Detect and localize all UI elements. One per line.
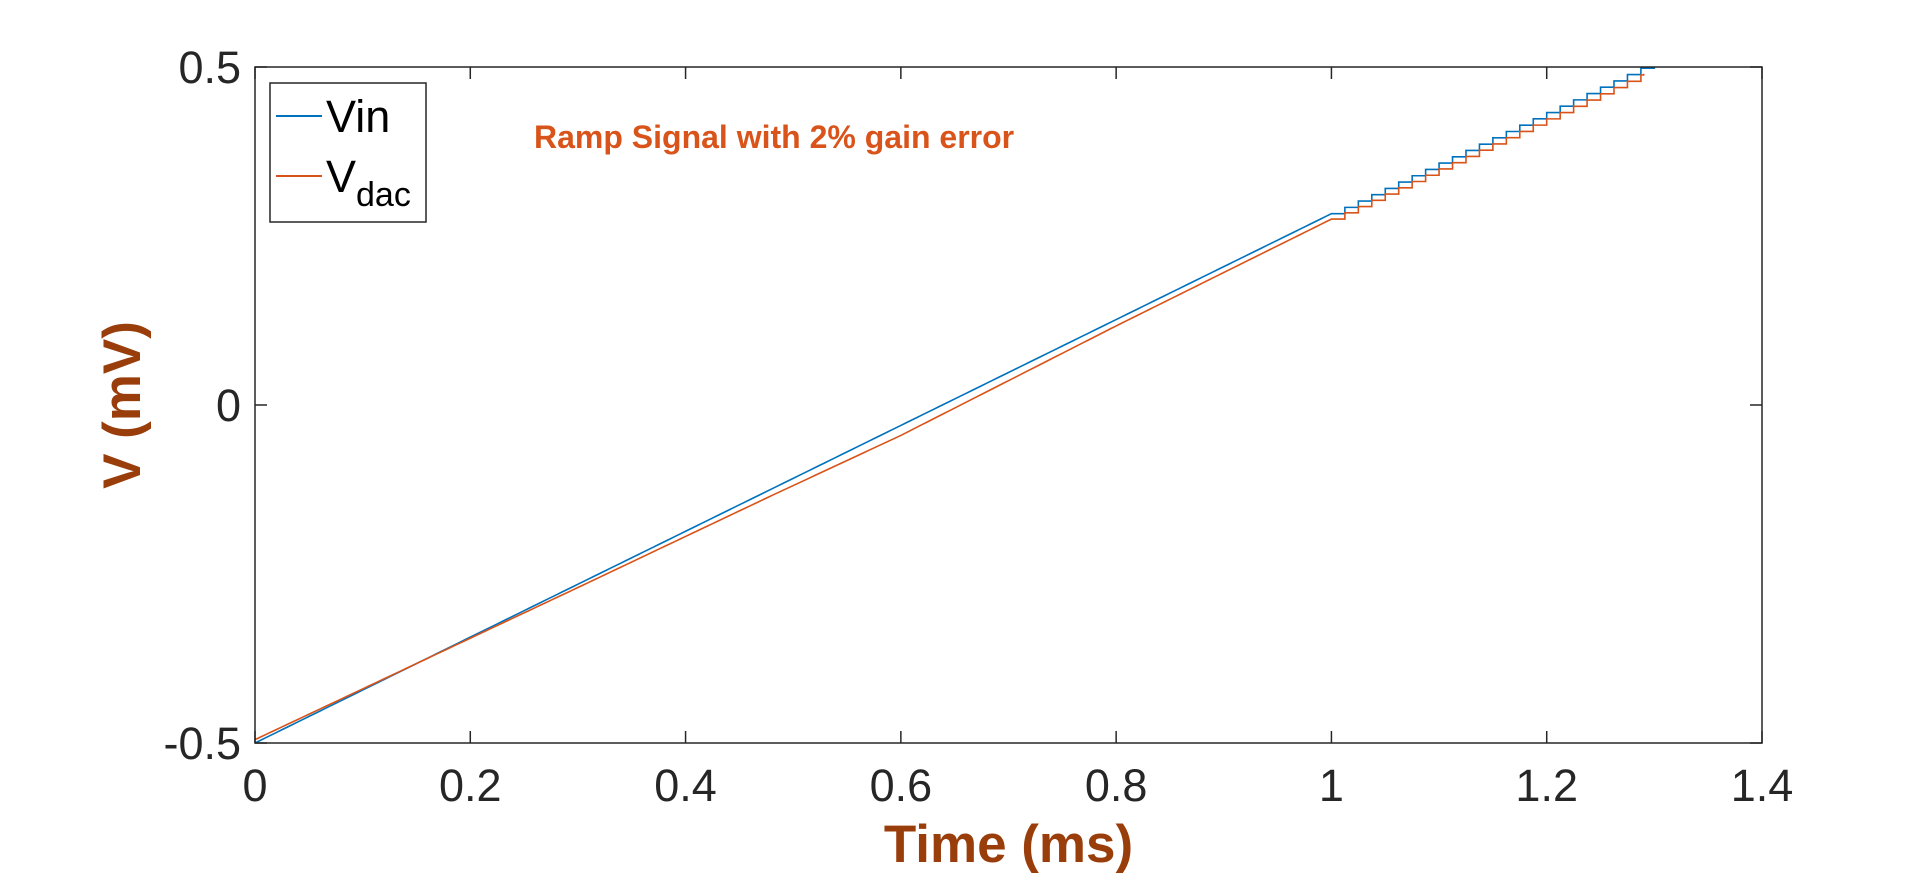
y-tick-label: 0.5 bbox=[178, 42, 241, 93]
x-tick-label: 1.4 bbox=[1731, 760, 1794, 811]
tick-layer: 0 0.2 0.4 0.6 0.8 1 1.2 1.4-0.500.5 bbox=[163, 42, 1793, 811]
x-tick-label: 0.6 bbox=[870, 760, 933, 811]
legend-label-vdac-sub: dac bbox=[356, 176, 411, 214]
legend: Vin Vdac bbox=[269, 82, 427, 223]
x-tick-label: 0 bbox=[242, 760, 267, 811]
x-tick-label: 0.8 bbox=[1085, 760, 1148, 811]
x-axis-title: Time (ms) bbox=[884, 815, 1133, 874]
series-line-vdac bbox=[254, 73, 1645, 741]
x-tick-label: 1 bbox=[1319, 760, 1344, 811]
x-tick-label: 1.2 bbox=[1515, 760, 1578, 811]
y-axis-title: V (mV) bbox=[93, 321, 152, 489]
legend-label-vin: Vin bbox=[326, 91, 390, 142]
chart-annotation: Ramp Signal with 2% gain error bbox=[534, 119, 1014, 155]
legend-label-vdac-main: V bbox=[326, 151, 356, 202]
x-tick-label: 0.2 bbox=[439, 760, 502, 811]
axes-box bbox=[254, 66, 1763, 744]
series-line-vin bbox=[254, 67, 1656, 744]
series-layer bbox=[254, 67, 1656, 744]
legend-box bbox=[269, 82, 427, 223]
legend-label-vdac: Vdac bbox=[326, 151, 411, 214]
x-tick-label: 0.4 bbox=[654, 760, 717, 811]
y-tick-label: -0.5 bbox=[163, 718, 241, 769]
y-tick-label: 0 bbox=[216, 380, 241, 431]
